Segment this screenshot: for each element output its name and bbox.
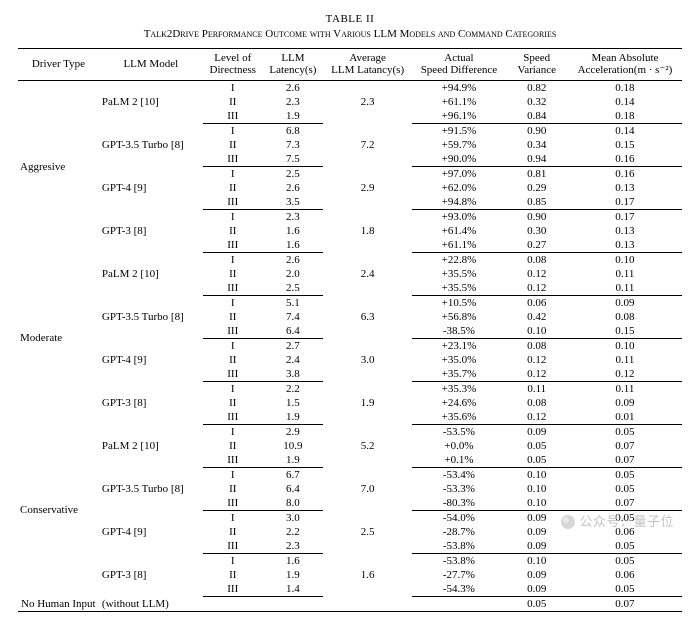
table-row: GPT-3.5 Turbo [8]I6.87.2+91.5%0.900.14 <box>18 123 682 138</box>
model-cell: GPT-4 [9] <box>99 166 203 209</box>
col-driver: Driver Type <box>18 48 99 80</box>
driver-cell: Aggresive <box>18 80 99 252</box>
col-model: LLM Model <box>99 48 203 80</box>
col-avg-latency: AverageLLM Latancy(s) <box>323 48 412 80</box>
model-cell: GPT-3.5 Turbo [8] <box>99 467 203 510</box>
table-row: GPT-3 [8]I2.21.9+35.3%0.110.11 <box>18 381 682 396</box>
model-cell: GPT-4 [9] <box>99 338 203 381</box>
table-row: GPT-3.5 Turbo [8]I5.16.3+10.5%0.060.09 <box>18 295 682 310</box>
table-row: GPT-4 [9]I3.02.5-54.0%0.090.05 <box>18 510 682 525</box>
performance-table: Driver Type LLM Model Level ofDirectness… <box>18 48 682 612</box>
col-level: Level ofDirectness <box>203 48 263 80</box>
model-cell: GPT-4 [9] <box>99 510 203 553</box>
model-cell: GPT-3.5 Turbo [8] <box>99 123 203 166</box>
col-speed-diff: ActualSpeed Difference <box>412 48 505 80</box>
col-variance: SpeedVariance <box>506 48 568 80</box>
model-cell: PaLM 2 [10] <box>99 80 203 123</box>
table-row: GPT-4 [9]I2.73.0+23.1%0.080.10 <box>18 338 682 353</box>
model-cell: GPT-3 [8] <box>99 381 203 424</box>
table-row: ModeratePaLM 2 [10]I2.62.4+22.8%0.080.10 <box>18 252 682 267</box>
driver-cell: Conservative <box>18 424 99 596</box>
table-number: TABLE II <box>18 12 682 27</box>
col-accel: Mean AbsoluteAcceleration(m · s⁻²) <box>568 48 682 80</box>
table-row: ConservativePaLM 2 [10]I2.95.2-53.5%0.09… <box>18 424 682 439</box>
table-body: AggresivePaLM 2 [10]I2.62.3+94.9%0.820.1… <box>18 80 682 611</box>
model-cell: GPT-3 [8] <box>99 553 203 596</box>
model-cell: PaLM 2 [10] <box>99 424 203 467</box>
table-caption: TABLE II Talk2Drive Performance Outcome … <box>18 12 682 42</box>
model-cell: GPT-3.5 Turbo [8] <box>99 295 203 338</box>
col-latency: LLMLatency(s) <box>263 48 323 80</box>
model-cell: PaLM 2 [10] <box>99 252 203 295</box>
table-title: Talk2Drive Performance Outcome with Vari… <box>18 27 682 42</box>
table-row: GPT-3 [8]I1.61.6-53.8%0.100.05 <box>18 553 682 568</box>
table-row: GPT-3.5 Turbo [8]I6.77.0-53.4%0.100.05 <box>18 467 682 482</box>
model-cell: GPT-3 [8] <box>99 209 203 252</box>
table-row: GPT-3 [8]I2.31.8+93.0%0.900.17 <box>18 209 682 224</box>
footer-row: No Human Input(without LLM)0.050.07 <box>18 596 682 611</box>
table-row: GPT-4 [9]I2.52.9+97.0%0.810.16 <box>18 166 682 181</box>
driver-cell: Moderate <box>18 252 99 424</box>
table-row: AggresivePaLM 2 [10]I2.62.3+94.9%0.820.1… <box>18 80 682 95</box>
